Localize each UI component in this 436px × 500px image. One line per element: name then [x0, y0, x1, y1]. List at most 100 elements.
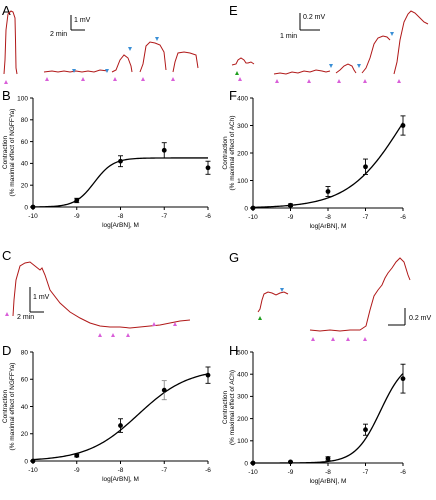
y-tick-label-f: 400: [237, 95, 248, 102]
panel-letter-b: B: [2, 88, 11, 103]
marker-a-1: [4, 80, 8, 84]
marker-a-4: [81, 77, 85, 81]
data-point-h: [325, 456, 331, 461]
x-tick-label-b: -10: [28, 213, 38, 220]
trace-panel-e: 0.2 mV 1 min: [231, 10, 429, 83]
y-tick-label-h: 300: [237, 394, 248, 401]
trace-a-segment-5: [172, 51, 199, 73]
y-tick-label-d: 80: [21, 349, 29, 356]
data-point-b: [205, 165, 211, 171]
data-point-d: [74, 453, 80, 458]
y-axis-title-b: Contraction: [2, 136, 9, 170]
trace-panel-c: 1 mV 2 min: [5, 261, 191, 337]
x-axis-title-b: log[ArBN], M: [102, 222, 139, 229]
x-tick-label-b: -9: [74, 213, 80, 220]
x-tick-label-f: -6: [400, 214, 406, 221]
marker-c-2: [98, 333, 102, 337]
x-tick-label-b: -7: [161, 213, 167, 220]
y-axis-title-d: Contraction: [2, 390, 9, 424]
y-tick-label-h: 400: [237, 372, 248, 379]
panel-letter-g: G: [229, 250, 239, 265]
fit-curve-f: [252, 122, 404, 208]
data-point-b: [30, 204, 36, 210]
marker-e-10: [397, 79, 401, 83]
y-tick-label-f: 200: [237, 150, 248, 157]
marker-g-5: [346, 337, 350, 341]
scale-bar-c: 1 mV 2 min: [17, 287, 50, 321]
y-axis-subtitle-b: (% maximal effect of NGFFYa): [9, 109, 16, 197]
data-point-h: [250, 460, 256, 466]
markers-panel-c: [5, 312, 177, 337]
y-tick-label-b: 100: [17, 95, 28, 102]
marker-g-1: [258, 316, 262, 320]
marker-a-2: [45, 77, 49, 81]
trace-g-segment-1: [257, 291, 289, 313]
data-point-f: [363, 164, 368, 170]
chart-panel-f: 0 100 200 300 400 -10 -9 -8 -7 -6 log[ArBN], M Cont…: [222, 95, 406, 230]
y-tick-label-f: 100: [237, 178, 248, 185]
marker-e-3: [275, 79, 279, 83]
data-point-h: [288, 459, 293, 465]
x-tick-label-h: -6: [400, 469, 406, 476]
fit-curve-d: [32, 373, 209, 461]
markers-panel-a: [4, 37, 175, 84]
marker-e-5: [329, 64, 333, 68]
panel-letter-h: H: [229, 343, 238, 358]
x-tick-label-f: -7: [363, 214, 369, 221]
marker-a-7: [128, 47, 132, 51]
x-axis-title-h: log[ArBN], M: [310, 478, 347, 485]
trace-a-segment-1: [3, 10, 18, 75]
marker-a-3: [72, 69, 76, 73]
x-tick-label-d: -7: [161, 467, 167, 474]
y-tick-label-b: 0: [24, 204, 28, 211]
marker-a-5: [105, 69, 109, 73]
y-tick-label-d: 0: [24, 458, 28, 465]
marker-c-1: [5, 312, 9, 316]
panel-letter-a: A: [2, 3, 11, 18]
x-axis-title-d: log[ArBN], M: [102, 476, 139, 483]
marker-g-4: [331, 337, 335, 341]
trace-e-segment-5: [393, 10, 429, 75]
x-tick-label-d: -10: [28, 467, 38, 474]
chart-panel-b: 0 20 40 60 80 100 -10 -9 -8 -7 -6 log[ArBN], M Contr…: [2, 95, 211, 229]
scale-bar-e-time: 1 min: [280, 33, 297, 40]
scale-bar-a-time: 2 min: [50, 31, 67, 38]
y-tick-label-h: 100: [237, 438, 248, 445]
data-point-d: [118, 423, 123, 428]
scale-bar-c-amp: 1 mV: [33, 294, 50, 301]
panel-letter-f: F: [229, 88, 237, 103]
trace-a-segment-3: [111, 54, 133, 73]
y-axis-title-h: Contraction: [222, 391, 229, 425]
data-point-b: [118, 158, 123, 164]
scale-bar-a: 1 mV 2 min: [50, 15, 91, 38]
y-tick-label-d: 20: [21, 431, 29, 438]
x-tick-label-d: -9: [74, 467, 80, 474]
data-point-f: [325, 189, 331, 194]
y-axis-title-f: Contraction: [222, 136, 229, 170]
data-point-h: [363, 427, 368, 433]
marker-g-6: [363, 337, 367, 341]
x-tick-label-f: -8: [325, 214, 331, 221]
y-axis-subtitle-f: (% maximal effect of ACh): [229, 115, 236, 190]
markers-panel-e: [235, 32, 401, 83]
y-tick-label-b: 20: [21, 183, 29, 190]
scale-bar-c-time: 2 min: [17, 314, 34, 321]
x-tick-label-b: -6: [205, 213, 211, 220]
y-tick-label-h: 0: [244, 460, 248, 467]
data-point-b: [161, 147, 167, 153]
marker-c-3: [111, 333, 115, 337]
y-tick-label-f: 300: [237, 123, 248, 130]
data-point-f: [250, 205, 256, 211]
trace-e-segment-4: [361, 35, 391, 74]
x-tick-label-h: -10: [248, 469, 258, 476]
x-axis-title-f: log[ArBN], M: [310, 223, 347, 230]
scale-bar-g-amp: 0.2 mV: [409, 315, 432, 322]
data-point-d: [205, 372, 211, 378]
x-tick-label-h: -9: [288, 469, 294, 476]
panel-letter-d: D: [2, 343, 11, 358]
y-tick-label-b: 40: [21, 161, 29, 168]
marker-e-9: [390, 32, 394, 36]
y-tick-label-f: 0: [244, 205, 248, 212]
x-tick-label-f: -9: [288, 214, 294, 221]
